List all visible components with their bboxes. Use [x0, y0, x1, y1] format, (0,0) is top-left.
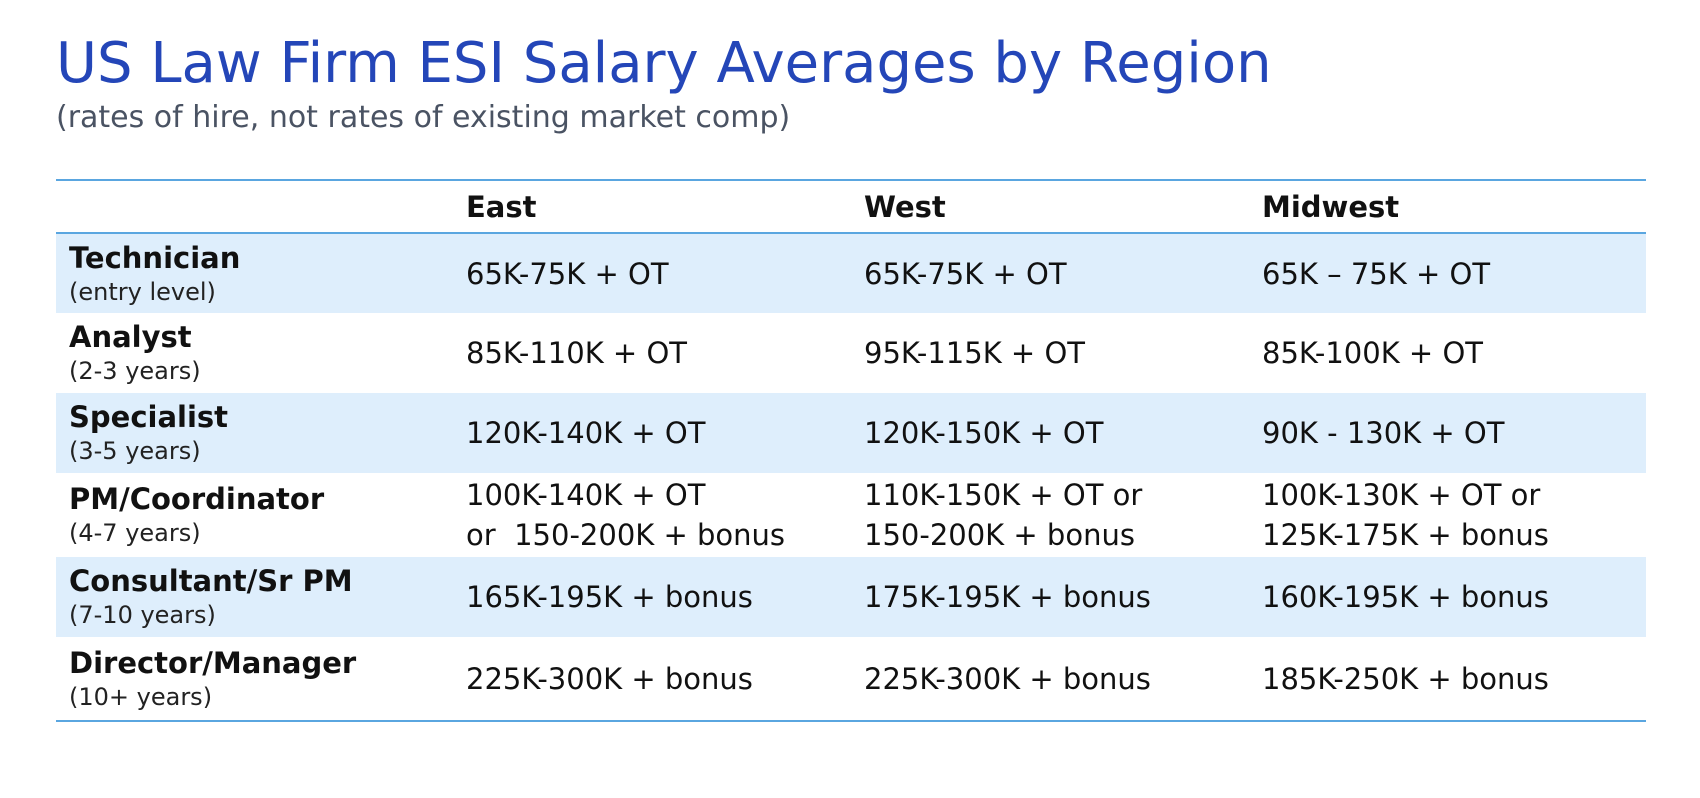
role-name: Analyst [69, 320, 192, 354]
salary-value: 85K-100K + OT [1262, 336, 1483, 370]
table-row: PM/Coordinator (4-7 years) 100K-140K + O… [56, 473, 1646, 557]
midwest-salary-cell: 90K - 130K + OT [1262, 393, 1646, 473]
midwest-salary-cell: 185K-250K + bonus [1262, 637, 1646, 721]
table-header-row: East West Midwest [56, 180, 1646, 233]
salary-value: 65K – 75K + OT [1262, 256, 1491, 291]
east-salary-cell: 120K-140K + OT [466, 393, 864, 473]
role-cell: Director/Manager (10+ years) [56, 637, 466, 721]
table-row: Technician (entry level) 65K-75K + OT 65… [56, 233, 1646, 313]
table-row: Consultant/Sr PM (7-10 years) 165K-195K … [56, 557, 1646, 637]
salary-value: 175K-195K + bonus [864, 580, 1151, 614]
midwest-salary-cell: 100K-130K + OT or 125K-175K + bonus [1262, 473, 1646, 557]
salary-table: East West Midwest Technician (entry leve… [56, 179, 1646, 722]
east-salary-cell: 100K-140K + OT or 150-200K + bonus [466, 473, 864, 557]
salary-value: 100K-140K + OT [466, 478, 706, 512]
east-salary-cell: 165K-195K + bonus [466, 557, 864, 637]
west-salary-cell: 110K-150K + OT or 150-200K + bonus [864, 473, 1262, 557]
salary-value: 95K-115K + OT [864, 336, 1085, 370]
midwest-salary-cell: 160K-195K + bonus [1262, 557, 1646, 637]
salary-value: 85K-110K + OT [466, 336, 687, 370]
salary-value: 150-200K + bonus [864, 518, 1135, 552]
table-row: Director/Manager (10+ years) 225K-300K +… [56, 637, 1646, 721]
salary-value: 120K-140K + OT [466, 416, 706, 450]
east-salary-cell: 225K-300K + bonus [466, 637, 864, 721]
west-salary-cell: 225K-300K + bonus [864, 637, 1262, 721]
salary-value: 110K-150K + OT or [864, 478, 1143, 512]
salary-value: 100K-130K + OT or [1262, 478, 1541, 512]
column-header-west: West [864, 189, 946, 224]
role-experience: (2-3 years) [69, 357, 201, 385]
role-experience: (entry level) [69, 277, 216, 306]
page-title: US Law Firm ESI Salary Averages by Regio… [56, 31, 1272, 96]
role-experience: (10+ years) [69, 682, 213, 711]
role-experience: (7-10 years) [69, 601, 216, 629]
role-cell: Technician (entry level) [56, 233, 466, 313]
salary-value: 160K-195K + bonus [1262, 580, 1549, 614]
page-subtitle: (rates of hire, not rates of existing ma… [56, 100, 791, 135]
salary-value: or 150-200K + bonus [466, 518, 786, 552]
salary-value: 125K-175K + bonus [1262, 518, 1549, 552]
east-salary-cell: 65K-75K + OT [466, 233, 864, 313]
column-header-east: East [466, 189, 537, 224]
role-name: Technician [69, 240, 241, 275]
salary-value: 185K-250K + bonus [1262, 661, 1549, 696]
east-salary-cell: 85K-110K + OT [466, 313, 864, 393]
role-cell: Analyst (2-3 years) [56, 313, 466, 393]
salary-value: 65K-75K + OT [466, 256, 669, 291]
salary-value: 90K - 130K + OT [1262, 416, 1505, 450]
role-name: Specialist [69, 400, 229, 434]
salary-value: 165K-195K + bonus [466, 580, 753, 614]
table-row: Specialist (3-5 years) 120K-140K + OT 12… [56, 393, 1646, 473]
role-cell: Specialist (3-5 years) [56, 393, 466, 473]
salary-value: 225K-300K + bonus [864, 661, 1151, 696]
role-cell: Consultant/Sr PM (7-10 years) [56, 557, 466, 637]
table-row: Analyst (2-3 years) 85K-110K + OT 95K-11… [56, 313, 1646, 393]
west-salary-cell: 95K-115K + OT [864, 313, 1262, 393]
role-experience: (4-7 years) [69, 519, 201, 547]
column-header-midwest: Midwest [1262, 189, 1400, 224]
midwest-salary-cell: 65K – 75K + OT [1262, 233, 1646, 313]
salary-value: 120K-150K + OT [864, 416, 1104, 450]
west-salary-cell: 175K-195K + bonus [864, 557, 1262, 637]
role-cell: PM/Coordinator (4-7 years) [56, 473, 466, 557]
role-name: Consultant/Sr PM [69, 564, 353, 598]
role-name: PM/Coordinator [69, 482, 325, 516]
column-header-role [56, 180, 466, 233]
salary-value: 65K-75K + OT [864, 256, 1067, 291]
west-salary-cell: 120K-150K + OT [864, 393, 1262, 473]
salary-value: 225K-300K + bonus [466, 661, 753, 696]
role-experience: (3-5 years) [69, 437, 201, 465]
role-name: Director/Manager [69, 645, 357, 680]
midwest-salary-cell: 85K-100K + OT [1262, 313, 1646, 393]
west-salary-cell: 65K-75K + OT [864, 233, 1262, 313]
